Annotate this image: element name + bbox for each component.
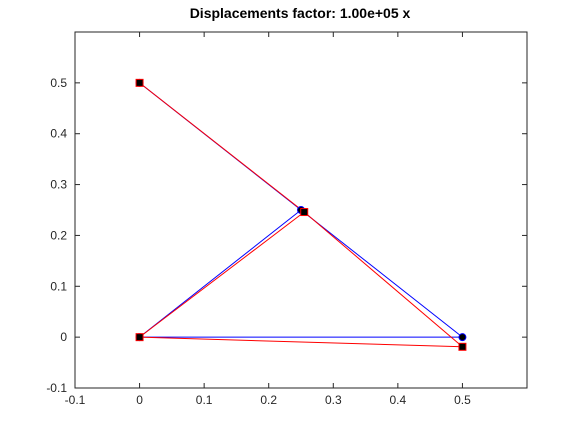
chart-title: Displacements factor: 1.00e+05 x	[190, 5, 411, 21]
series-0-node	[458, 333, 467, 342]
y-tick-label: 0.1	[50, 279, 67, 293]
series-1-segment	[139, 336, 463, 348]
x-tick-label: 0.3	[325, 393, 342, 407]
series-markers	[135, 78, 467, 351]
y-tick-label: -0.1	[46, 381, 67, 395]
y-tick-label: 0.4	[50, 127, 67, 141]
y-tick-label: 0.5	[50, 76, 67, 90]
series-0-segment	[300, 209, 463, 338]
x-tick-label: 0.1	[196, 393, 213, 407]
x-tick-label: -0.1	[65, 393, 86, 407]
y-tick-label: 0	[60, 330, 67, 344]
series-1-segment	[139, 82, 305, 213]
series-0-segment	[139, 209, 302, 338]
y-tick-label: 0.2	[50, 228, 67, 242]
axis-ticks: -0.1 0 0.1 0.2 0.3 0.4 0.5 -0.1 0 0.1 0.2 0.3 0.4 0.5	[46, 32, 527, 407]
series-lines	[139, 82, 463, 348]
y-tick-label: 0.3	[50, 178, 67, 192]
series-1-node	[300, 208, 309, 217]
x-tick-label: 0.2	[260, 393, 277, 407]
series-1-node	[135, 333, 144, 342]
series-1-segment	[139, 211, 305, 338]
series-1-segment	[303, 211, 463, 348]
x-tick-label: 0	[136, 393, 143, 407]
series-1-node	[135, 78, 144, 87]
series-1-node	[458, 342, 467, 351]
x-tick-label: 0.4	[390, 393, 407, 407]
x-tick-label: 0.5	[454, 393, 471, 407]
